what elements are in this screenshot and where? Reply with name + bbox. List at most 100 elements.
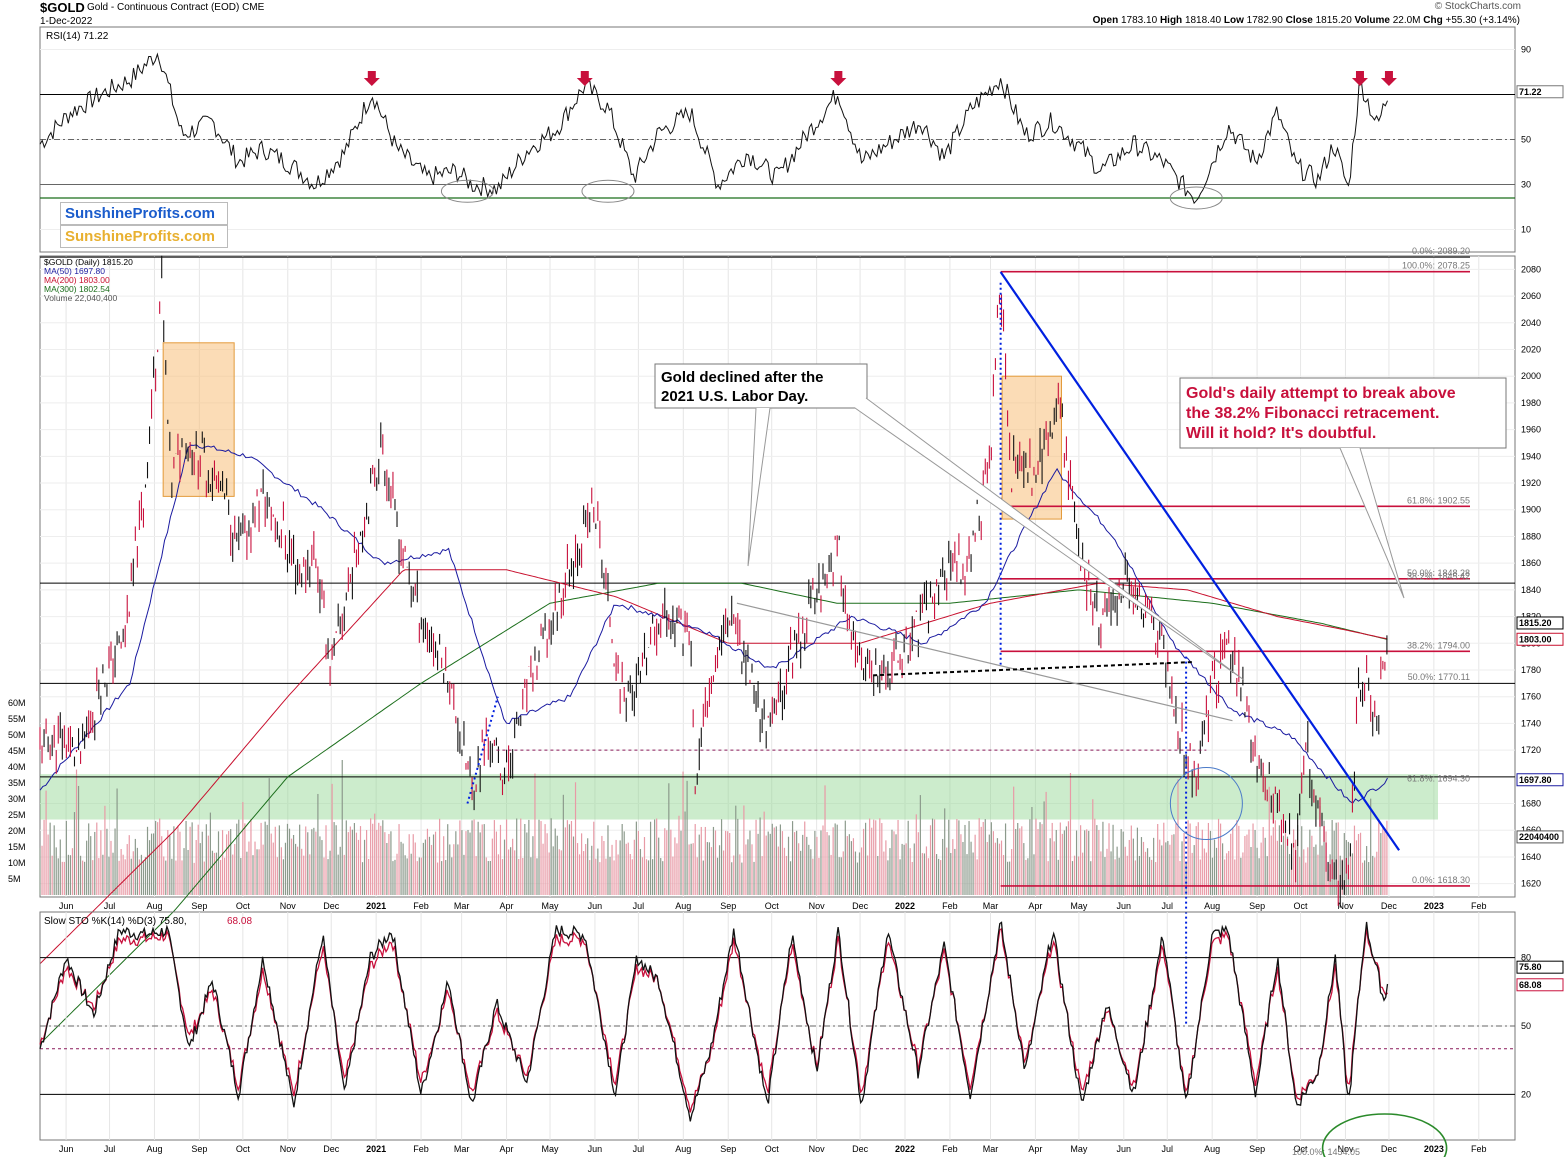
x-tick-label: Dec (852, 1144, 869, 1154)
y-tick-label: 1960 (1521, 425, 1541, 435)
x-tick-label: Nov (1337, 1144, 1354, 1154)
volume-tick-label: 15M (8, 842, 26, 852)
price-legend-item: MA(300) 1802.54 (44, 284, 110, 294)
price-legend-item: $GOLD (Daily) 1815.20 (44, 257, 133, 267)
x-tick-label: Mar (983, 1144, 999, 1154)
y-tick-label: 10 (1521, 225, 1531, 235)
fib-level-label: 0.0%: 1618.30 (1412, 875, 1470, 885)
stat-value: 1783.10 (1121, 15, 1160, 26)
sto-k-label: 75.80 (1519, 962, 1542, 972)
ohlc-stats: Open 1783.10 High 1818.40 Low 1782.90 Cl… (1093, 15, 1520, 26)
black-dotted-neckline (873, 660, 1195, 677)
x-tick-label: 2022 (895, 1144, 915, 1154)
volume-tick-label: 45M (8, 746, 26, 756)
fib-level-label: 38.2%: 1845.42 (1407, 572, 1470, 582)
sto-d-label: 68.08 (1519, 980, 1542, 990)
annotation-2-pointer (1339, 447, 1405, 599)
down-arrow-icon (363, 71, 380, 86)
volume-tick-label: 35M (8, 778, 26, 788)
stat-label: Open (1092, 15, 1121, 26)
oversold-highlight-circle (1169, 186, 1223, 210)
stat-value: 1782.90 (1246, 15, 1286, 26)
down-arrow-icon (1380, 71, 1397, 86)
x-tick-label: May (1070, 901, 1088, 911)
x-tick-label: Sep (720, 1144, 736, 1154)
fib-level-label: 50.0%: 1848.28 (1407, 568, 1470, 578)
y-tick-label: 1940 (1521, 451, 1541, 461)
volume-tick-label: 20M (8, 826, 26, 836)
y-tick-label: 1780 (1521, 665, 1541, 675)
y-tick-label: 1980 (1521, 398, 1541, 408)
x-tick-label: Feb (1471, 1144, 1487, 1154)
oversold-highlight-circle (581, 179, 635, 203)
x-tick-label: Apr (500, 901, 514, 911)
x-tick-label: Oct (765, 1144, 780, 1154)
volume-tick-label: 10M (8, 858, 26, 868)
annotation-2-text: Gold's daily attempt to break above (1186, 385, 1456, 402)
down-arrow-icon (576, 71, 593, 86)
x-tick-label: Jul (633, 1144, 645, 1154)
x-tick-label: Dec (323, 1144, 340, 1154)
y-tick-label: 2000 (1521, 371, 1541, 381)
y-tick-label: 1680 (1521, 799, 1541, 809)
volume-tick-label: 25M (8, 810, 26, 820)
y-tick-label: 1920 (1521, 478, 1541, 488)
gray-trendline (736, 602, 1233, 722)
x-tick-label: Nov (280, 901, 297, 911)
x-tick-label: Aug (675, 1144, 691, 1154)
x-tick-label: Nov (1337, 901, 1354, 911)
sto-k-label-box (1516, 960, 1564, 974)
price-right-label-box (1516, 773, 1564, 787)
fib-level-label: 61.8%: 1902.55 (1407, 495, 1470, 505)
ma50-line (39, 444, 1388, 804)
blue-resistance-trendline (999, 271, 1400, 851)
y-tick-label: 90 (1521, 45, 1531, 55)
y-tick-label: 1760 (1521, 692, 1541, 702)
volume-tick-label: 55M (8, 714, 26, 724)
x-tick-label: Jun (59, 901, 74, 911)
x-tick-label: 2021 (366, 1144, 386, 1154)
price-right-label-box (1516, 616, 1564, 630)
y-tick-label: 1620 (1521, 879, 1541, 889)
x-tick-label: Sep (1249, 901, 1265, 911)
x-tick-label: Sep (191, 1144, 207, 1154)
x-tick-label: Feb (942, 1144, 958, 1154)
x-tick-label: Apr (500, 1144, 514, 1154)
x-tick-label: Jun (588, 1144, 603, 1154)
y-tick-label: 1660 (1521, 825, 1541, 835)
annotation-1-pointer-2 (854, 397, 1245, 681)
x-tick-label: 2022 (895, 901, 915, 911)
x-tick-label: Nov (809, 901, 826, 911)
y-tick-label: 1720 (1521, 745, 1541, 755)
y-tick-label: 2020 (1521, 344, 1541, 354)
stat-value: +55.30 (+3.14%) (1445, 15, 1521, 26)
x-tick-label: Nov (280, 1144, 297, 1154)
x-tick-label: Nov (809, 1144, 826, 1154)
x-tick-label: Jun (1117, 1144, 1132, 1154)
sto-bottom-note: 100.0%: 1454.05 (1292, 1147, 1360, 1157)
y-tick-label: 2080 (1521, 264, 1541, 274)
x-tick-label: Feb (413, 1144, 429, 1154)
annotation-box-1 (654, 363, 868, 409)
x-tick-label: Jul (633, 901, 645, 911)
sunshineprofits-logo-blue: SunshineProfits.com (60, 202, 228, 225)
x-tick-label: Jun (1117, 901, 1132, 911)
x-tick-label: Feb (413, 901, 429, 911)
y-tick-label: 80 (1521, 953, 1531, 963)
volume-tick-label: 30M (8, 794, 26, 804)
down-arrow-icon (1351, 71, 1368, 86)
fib-level-label: 50.0%: 1770.11 (1408, 672, 1470, 682)
price-right-label: 1815.20 (1519, 618, 1552, 628)
x-tick-label: Jun (588, 901, 603, 911)
rsi-line (39, 52, 1388, 205)
y-tick-label: 2060 (1521, 291, 1541, 301)
ma200-line (39, 569, 1388, 965)
x-tick-label: Oct (1294, 1144, 1309, 1154)
price-right-label: 1803.00 (1519, 634, 1552, 644)
volume-tick-label: 60M (8, 698, 26, 708)
y-tick-label: 1900 (1521, 505, 1541, 515)
y-tick-label: 1740 (1521, 718, 1541, 728)
sto-k-line (39, 921, 1389, 1122)
